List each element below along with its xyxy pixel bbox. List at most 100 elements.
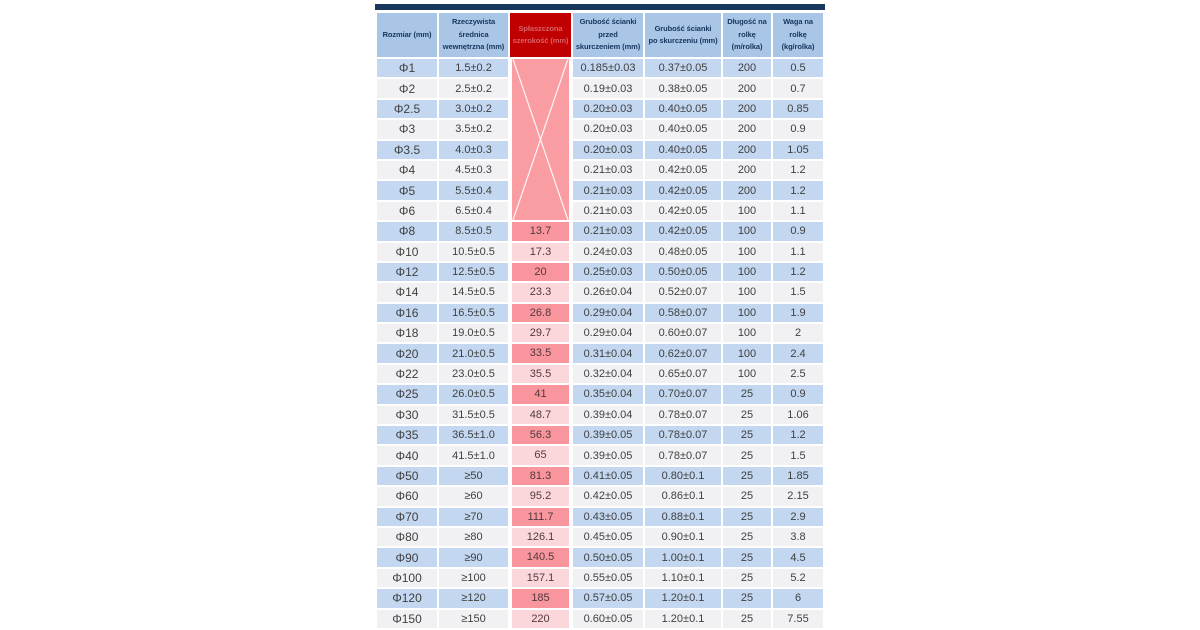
flattened-width-value: 26.8 (512, 303, 569, 323)
cell-value: 0.37±0.05 (645, 59, 721, 78)
flattened-width-value: 185 (512, 589, 569, 608)
cell-value: 0.86±0.1 (645, 487, 721, 506)
cell-value: 0.39±0.05 (573, 426, 643, 445)
cell-value: 0.24±0.03 (573, 242, 643, 261)
table-row: Φ22 23.0±0.5 35.5 0.32±0.04 0.65±0.07 100 2.5 (377, 364, 823, 384)
cell-value: 0.43±0.05 (573, 507, 643, 526)
table-row: Φ4 4.5±0.3 0.21±0.03 0.42±0.05 200 1.2 (377, 160, 823, 180)
cell-size: Φ40 (377, 446, 437, 465)
cell-value: ≥70 (439, 507, 508, 526)
cell-flattened-width: 29.7 (510, 324, 571, 343)
cell-size: Φ2 (377, 79, 437, 98)
cell-value: 25 (723, 568, 771, 588)
cell-flattened-width (510, 181, 571, 199)
table-row: Φ60 ≥60 95.2 0.42±0.05 0.86±0.1 25 2.15 (377, 487, 823, 506)
cell-value: 1.1 (773, 201, 823, 221)
cell-value: 0.19±0.03 (573, 79, 643, 98)
cell-value: 2.15 (773, 487, 823, 506)
cell-value: 19.0±0.5 (439, 324, 508, 343)
cell-value: 25 (723, 466, 771, 486)
cell-flattened-width (510, 120, 571, 138)
cell-value: 2.5 (773, 364, 823, 384)
cell-value: 4.0±0.3 (439, 140, 508, 159)
cell-value: 100 (723, 283, 771, 302)
cell-flattened-width (510, 59, 571, 77)
header-splaszczona-szerokosc: Spłaszczona szerokość (mm) (510, 13, 571, 57)
cell-flattened-width: 20 (510, 262, 571, 282)
cell-value: 14.5±0.5 (439, 283, 508, 302)
cell-value: 0.39±0.04 (573, 405, 643, 425)
cell-value: 0.38±0.05 (645, 79, 721, 98)
table-row: Φ150 ≥150 220 0.60±0.05 1.20±0.1 25 7.55 (377, 609, 823, 628)
cell-flattened-width: 111.7 (510, 507, 571, 526)
cell-flattened-width: 26.8 (510, 303, 571, 323)
cell-value: 25 (723, 385, 771, 404)
cell-value: 0.41±0.05 (573, 466, 643, 486)
flattened-width-value: 140.5 (512, 548, 569, 567)
table-row: Φ25 26.0±0.5 41 0.35±0.04 0.70±0.07 25 0.9 (377, 385, 823, 404)
cell-value: 1.2 (773, 426, 823, 445)
cell-value: 25 (723, 548, 771, 567)
cell-value: 100 (723, 222, 771, 241)
cell-size: Φ30 (377, 405, 437, 425)
cell-value: 100 (723, 201, 771, 221)
table-row: Φ35 36.5±1.0 56.3 0.39±0.05 0.78±0.07 25 1.2 (377, 426, 823, 445)
cell-value: 16.5±0.5 (439, 303, 508, 323)
cell-value: 1.10±0.1 (645, 568, 721, 588)
cell-flattened-width (510, 202, 571, 220)
cell-flattened-width (510, 79, 571, 97)
cell-value: 1.2 (773, 262, 823, 282)
cell-value: 0.50±0.05 (645, 262, 721, 282)
table-row: Φ80 ≥80 126.1 0.45±0.05 0.90±0.1 25 3.8 (377, 527, 823, 547)
cell-value: ≥100 (439, 568, 508, 588)
cell-value: 0.31±0.04 (573, 344, 643, 363)
cell-value: 1.2 (773, 160, 823, 180)
table-row: Φ2.5 3.0±0.2 0.20±0.03 0.40±0.05 200 0.85 (377, 99, 823, 119)
cell-value: 3.5±0.2 (439, 120, 508, 139)
flattened-width-value: 23.3 (512, 283, 569, 302)
cell-flattened-width (510, 100, 571, 118)
cell-value: 200 (723, 140, 771, 159)
cell-value: 0.7 (773, 79, 823, 98)
cell-value: 200 (723, 79, 771, 98)
table-row: Φ100 ≥100 157.1 0.55±0.05 1.10±0.1 25 5.2 (377, 568, 823, 588)
cell-value: 0.42±0.05 (573, 487, 643, 506)
cell-value: 2 (773, 324, 823, 343)
table-top-bar (375, 4, 825, 10)
cell-value: 200 (723, 120, 771, 139)
flattened-width-value: 29.7 (512, 324, 569, 343)
cell-value: 8.5±0.5 (439, 222, 508, 241)
cell-size: Φ5 (377, 181, 437, 200)
table-row: Φ18 19.0±0.5 29.7 0.29±0.04 0.60±0.07 100 2 (377, 324, 823, 343)
cell-value: 0.40±0.05 (645, 99, 721, 119)
cell-value: 2.9 (773, 507, 823, 526)
cell-value: 0.57±0.05 (573, 589, 643, 608)
table-row: Φ12 12.5±0.5 20 0.25±0.03 0.50±0.05 100 1.2 (377, 262, 823, 282)
cell-value: 2.4 (773, 344, 823, 363)
cell-value: 1.5 (773, 446, 823, 465)
cell-value: 1.20±0.1 (645, 589, 721, 608)
cell-value: 0.26±0.04 (573, 283, 643, 302)
header-row: Rozmiar (mm) Rzeczywista średnica wewnęt… (377, 13, 823, 57)
table-row: Φ40 41.5±1.0 65 0.39±0.05 0.78±0.07 25 1.5 (377, 446, 823, 465)
cell-value: 0.5 (773, 59, 823, 78)
cell-flattened-width: 95.2 (510, 487, 571, 506)
cell-size: Φ50 (377, 466, 437, 486)
flattened-width-value: 48.7 (512, 405, 569, 425)
cell-flattened-width: 81.3 (510, 466, 571, 486)
cell-value: 25 (723, 527, 771, 547)
table-row: Φ3 3.5±0.2 0.20±0.03 0.40±0.05 200 0.9 (377, 120, 823, 139)
cell-value: 0.42±0.05 (645, 222, 721, 241)
header-grubosc-po: Grubość ścianki po skurczeniu (mm) (645, 13, 721, 57)
flattened-width-value: 17.3 (512, 242, 569, 261)
cell-size: Φ12 (377, 262, 437, 282)
cell-flattened-width (510, 161, 571, 179)
cell-size: Φ3 (377, 120, 437, 139)
cell-value: ≥80 (439, 527, 508, 547)
table-row: Φ50 ≥50 81.3 0.41±0.05 0.80±0.1 25 1.85 (377, 466, 823, 486)
cell-value: 0.25±0.03 (573, 262, 643, 282)
cell-value: 3.8 (773, 527, 823, 547)
cell-value: 1.9 (773, 303, 823, 323)
cell-value: 0.185±0.03 (573, 59, 643, 78)
cell-value: 200 (723, 160, 771, 180)
